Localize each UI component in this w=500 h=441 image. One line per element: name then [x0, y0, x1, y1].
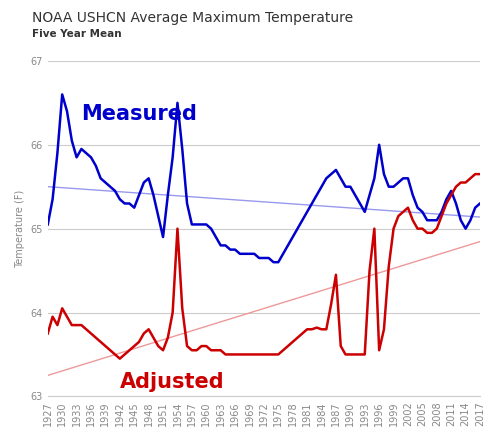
Text: NOAA USHCN Average Maximum Temperature: NOAA USHCN Average Maximum Temperature	[32, 11, 353, 25]
Text: Measured: Measured	[82, 104, 198, 123]
Text: Adjusted: Adjusted	[120, 372, 224, 392]
Text: Five Year Mean: Five Year Mean	[32, 29, 122, 39]
Y-axis label: Temperature (F): Temperature (F)	[15, 190, 25, 268]
